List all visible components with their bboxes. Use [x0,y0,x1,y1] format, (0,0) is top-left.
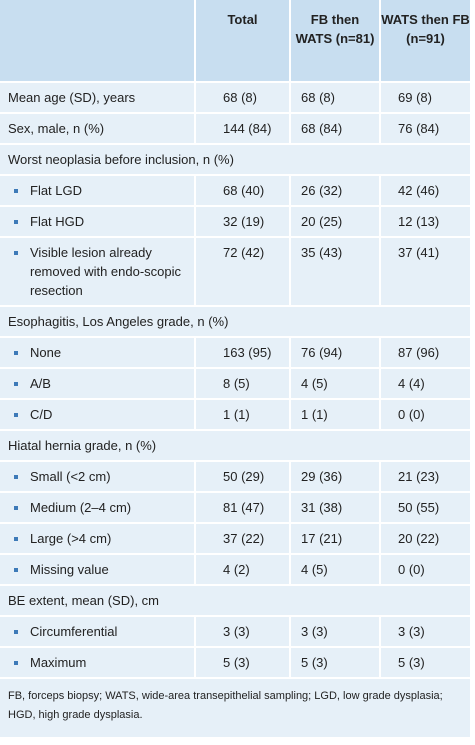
cell: 26 (32) [289,175,380,207]
header-row: Total FB then WATS (n=81) WATS then FB (n=… [0,0,470,83]
cell: 163 (95) [194,337,290,369]
row-label: A/B [0,368,195,400]
column-header: FB then WATS (n=81) [289,0,380,83]
cell: 12 (13) [379,206,470,238]
row-label: Small (<2 cm) [0,461,195,493]
row-label: Circumferential [0,616,195,648]
cell: 1 (1) [194,399,290,431]
item-row: Flat LGD 68 (40) 26 (32) 42 (46) [0,175,470,207]
cell: 50 (29) [194,461,290,493]
item-row: Circumferential 3 (3) 3 (3) 3 (3) [0,616,470,648]
cell: 20 (25) [289,206,380,238]
row-label: Visible lesion already removed with endo… [0,237,195,307]
cell: 17 (21) [289,523,380,555]
item-row: Maximum 5 (3) 5 (3) 5 (3) [0,647,470,679]
table-body: Mean age (SD), years 68 (8) 68 (8) 69 (8) Se… [0,82,470,679]
cell: 4 (5) [289,368,380,400]
row: BE extent, mean (SD), cm [0,585,470,617]
column-header: Total [194,0,290,83]
row-label: Flat HGD [0,206,195,238]
item-row: None 163 (95) 76 (94) 87 (96) [0,337,470,369]
cell: 5 (3) [194,647,290,679]
cell: 37 (41) [379,237,470,307]
item-row: Visible lesion already removed with endo… [0,237,470,307]
cell: 50 (55) [379,492,470,524]
item-row: Small (<2 cm) 50 (29) 29 (36) 21 (23) [0,461,470,493]
cell: 21 (23) [379,461,470,493]
row-label: Medium (2–4 cm) [0,492,195,524]
cell: 20 (22) [379,523,470,555]
cell: 42 (46) [379,175,470,207]
cell: 72 (42) [194,237,290,307]
cell: 4 (5) [289,554,380,586]
row-label: Large (>4 cm) [0,523,195,555]
row: Esophagitis, Los Angeles grade, n (%) [0,306,470,338]
cell: 0 (0) [379,399,470,431]
cell: 4 (2) [194,554,290,586]
cell: 68 (8) [194,82,290,114]
row-label: C/D [0,399,195,431]
row: Worst neoplasia before inclusion, n (%) [0,144,470,176]
cell: 8 (5) [194,368,290,400]
cell: 69 (8) [379,82,470,114]
item-row: C/D 1 (1) 1 (1) 0 (0) [0,399,470,431]
cell: 144 (84) [194,113,290,145]
row-label: Maximum [0,647,195,679]
column-header: WATS then FB (n=91) [379,0,470,83]
item-row: Medium (2–4 cm) 81 (47) 31 (38) 50 (55) [0,492,470,524]
cell: 68 (40) [194,175,290,207]
row-label: BE extent, mean (SD), cm [0,585,470,617]
item-row: Missing value 4 (2) 4 (5) 0 (0) [0,554,470,586]
cell: 32 (19) [194,206,290,238]
cell: 29 (36) [289,461,380,493]
cell: 5 (3) [379,647,470,679]
cell: 3 (3) [194,616,290,648]
cell: 0 (0) [379,554,470,586]
row: Hiatal hernia grade, n (%) [0,430,470,462]
row-label: Hiatal hernia grade, n (%) [0,430,470,462]
table-panel: Total FB then WATS (n=81) WATS then FB (n=… [0,0,470,737]
row: Mean age (SD), years 68 (8) 68 (8) 69 (8) [0,82,470,114]
row-label: Worst neoplasia before inclusion, n (%) [0,144,470,176]
cell: 31 (38) [289,492,380,524]
cell: 76 (84) [379,113,470,145]
cell: 87 (96) [379,337,470,369]
row-label: Sex, male, n (%) [0,113,195,145]
cell: 81 (47) [194,492,290,524]
cell: 3 (3) [379,616,470,648]
footnote: FB, forceps biopsy; WATS, wide-area tran… [8,690,443,721]
cell: 5 (3) [289,647,380,679]
item-row: A/B 8 (5) 4 (5) 4 (4) [0,368,470,400]
cell: 37 (22) [194,523,290,555]
row-label: Missing value [0,554,195,586]
data-table: Total FB then WATS (n=81) WATS then FB (n=… [0,0,470,679]
cell: 68 (8) [289,82,380,114]
item-row: Large (>4 cm) 37 (22) 17 (21) 20 (22) [0,523,470,555]
cell: 1 (1) [289,399,380,431]
cell: 4 (4) [379,368,470,400]
item-row: Flat HGD 32 (19) 20 (25) 12 (13) [0,206,470,238]
cell: 68 (84) [289,113,380,145]
row-label: Flat LGD [0,175,195,207]
header-blank [0,0,195,83]
cell: 35 (43) [289,237,380,307]
cell: 3 (3) [289,616,380,648]
cell: 76 (94) [289,337,380,369]
row: Sex, male, n (%) 144 (84) 68 (84) 76 (84) [0,113,470,145]
row-label: Mean age (SD), years [0,82,195,114]
row-label: Esophagitis, Los Angeles grade, n (%) [0,306,470,338]
row-label: None [0,337,195,369]
